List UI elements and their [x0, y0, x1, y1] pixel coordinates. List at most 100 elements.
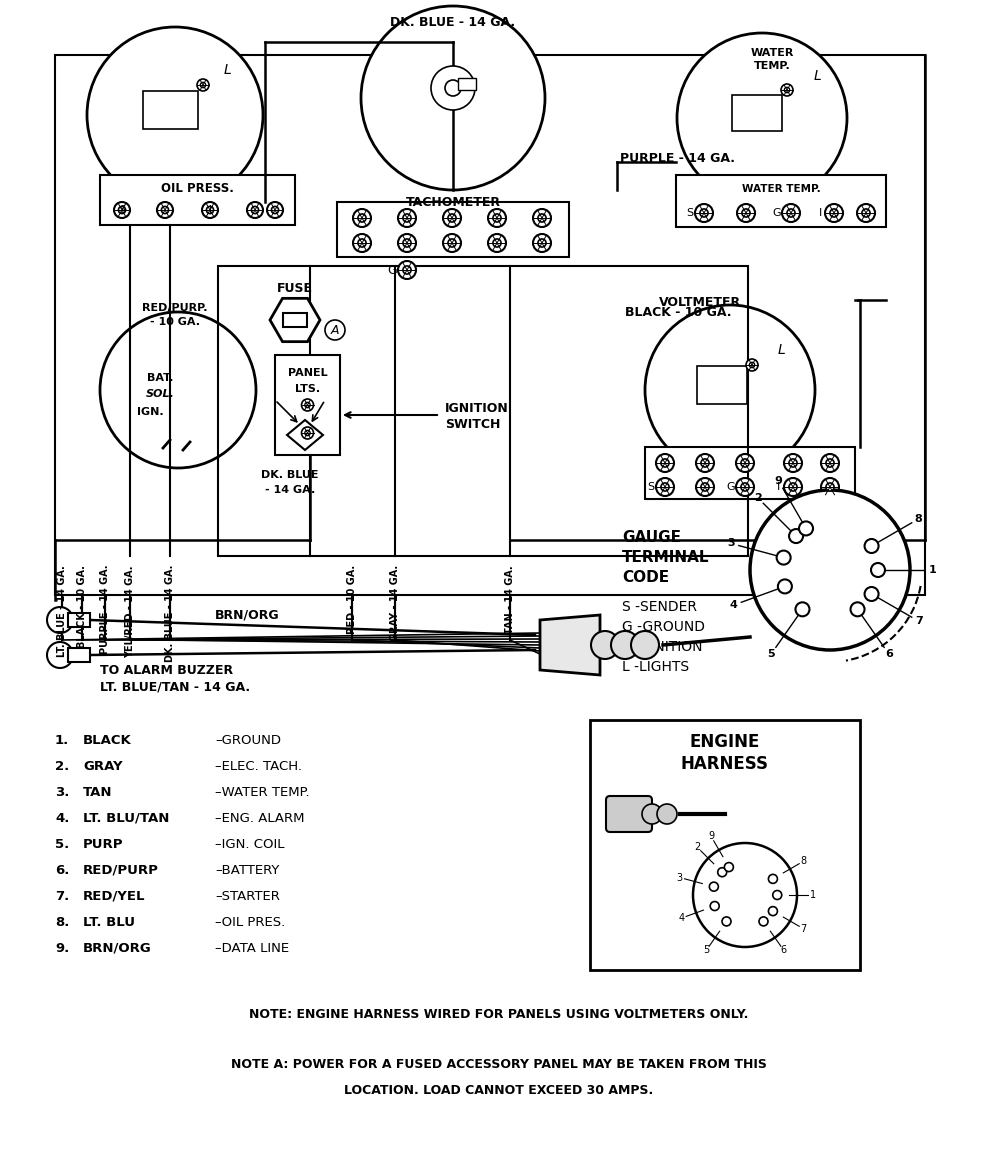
Text: SOL.: SOL. — [146, 389, 175, 399]
Text: 4: 4 — [678, 913, 684, 924]
Circle shape — [403, 238, 411, 247]
Circle shape — [709, 883, 718, 891]
Circle shape — [799, 521, 813, 535]
Circle shape — [302, 427, 314, 440]
Circle shape — [789, 483, 797, 491]
Text: –DATA LINE: –DATA LINE — [215, 941, 289, 955]
Text: I: I — [777, 482, 780, 492]
Circle shape — [443, 209, 461, 227]
Text: –BATTERY: –BATTERY — [215, 864, 280, 877]
Text: BRN/ORG: BRN/ORG — [215, 609, 280, 622]
Circle shape — [826, 483, 834, 491]
Text: FUSE: FUSE — [277, 282, 313, 295]
Text: HARNESS: HARNESS — [681, 755, 769, 773]
Circle shape — [87, 27, 263, 203]
Text: TACHOMETER: TACHOMETER — [406, 195, 500, 208]
Circle shape — [677, 33, 847, 203]
Circle shape — [736, 454, 754, 472]
Circle shape — [353, 234, 371, 253]
Circle shape — [305, 402, 311, 408]
Text: 6.: 6. — [55, 864, 69, 877]
Circle shape — [353, 209, 371, 227]
Circle shape — [784, 88, 789, 92]
Circle shape — [493, 238, 501, 247]
Circle shape — [749, 362, 754, 368]
Circle shape — [443, 234, 461, 253]
Text: TAN - 14 GA.: TAN - 14 GA. — [505, 565, 515, 634]
Circle shape — [696, 478, 714, 496]
Text: G: G — [772, 208, 781, 217]
Circle shape — [864, 539, 878, 553]
Text: 6: 6 — [885, 649, 893, 659]
Text: 4: 4 — [730, 600, 737, 610]
Circle shape — [787, 209, 795, 217]
Circle shape — [47, 642, 73, 667]
Text: BAT.: BAT. — [147, 373, 173, 383]
Text: 9: 9 — [708, 831, 714, 842]
Text: BLACK - 10 GA.: BLACK - 10 GA. — [625, 305, 731, 318]
Text: BLACK: BLACK — [83, 733, 132, 747]
Circle shape — [533, 209, 551, 227]
Circle shape — [724, 863, 733, 872]
Circle shape — [736, 478, 754, 496]
Text: 5: 5 — [767, 649, 775, 659]
Bar — [143, 91, 198, 129]
Text: DK. BLUE - 14 GA.: DK. BLUE - 14 GA. — [391, 15, 515, 28]
Text: L: L — [223, 63, 231, 77]
Circle shape — [361, 6, 545, 191]
Bar — [68, 613, 90, 627]
Polygon shape — [270, 298, 320, 341]
Text: TO ALARM BUZZER: TO ALARM BUZZER — [100, 664, 233, 677]
Text: LTS.: LTS. — [295, 383, 320, 394]
Text: ENGINE: ENGINE — [690, 733, 760, 750]
Circle shape — [862, 209, 870, 217]
Circle shape — [773, 891, 782, 899]
Circle shape — [398, 209, 416, 227]
Text: 2: 2 — [694, 842, 700, 852]
Text: 3: 3 — [676, 872, 682, 883]
Circle shape — [631, 631, 659, 659]
Bar — [100, 175, 295, 224]
Text: 7: 7 — [915, 616, 922, 627]
Bar — [55, 55, 925, 595]
Text: G: G — [726, 482, 735, 492]
Text: L: L — [813, 69, 821, 83]
Circle shape — [305, 430, 311, 436]
Circle shape — [871, 563, 885, 577]
Text: –ELEC. TACH.: –ELEC. TACH. — [215, 760, 302, 773]
Circle shape — [830, 209, 838, 217]
Circle shape — [696, 454, 714, 472]
Circle shape — [821, 478, 839, 496]
Text: IGN.: IGN. — [137, 407, 163, 417]
Circle shape — [776, 551, 790, 565]
Text: TEMP.: TEMP. — [753, 61, 790, 71]
Text: PANEL: PANEL — [288, 368, 328, 378]
Text: LOCATION. LOAD CANNOT EXCEED 30 AMPS.: LOCATION. LOAD CANNOT EXCEED 30 AMPS. — [345, 1084, 653, 1097]
Circle shape — [645, 305, 815, 475]
Circle shape — [741, 459, 749, 468]
Circle shape — [700, 209, 708, 217]
Circle shape — [358, 214, 366, 222]
Bar — [458, 78, 476, 90]
Bar — [645, 447, 855, 499]
Circle shape — [197, 79, 209, 91]
Circle shape — [693, 843, 797, 947]
Circle shape — [201, 82, 206, 88]
Circle shape — [431, 65, 475, 110]
Text: 5: 5 — [703, 946, 709, 955]
FancyBboxPatch shape — [606, 796, 652, 832]
Circle shape — [358, 238, 366, 247]
Text: RED - 10 GA.: RED - 10 GA. — [347, 565, 357, 634]
Circle shape — [488, 234, 506, 253]
Text: PURPLE - 14 GA.: PURPLE - 14 GA. — [100, 565, 110, 655]
Text: DK. BLUE - 14 GA.: DK. BLUE - 14 GA. — [165, 565, 175, 663]
Text: PURPLE - 14 GA.: PURPLE - 14 GA. — [620, 152, 735, 165]
Circle shape — [695, 205, 713, 222]
Text: G -GROUND: G -GROUND — [622, 620, 705, 634]
Text: - 10 GA.: - 10 GA. — [150, 317, 200, 327]
Text: 8: 8 — [915, 514, 922, 524]
Text: –IGN. COIL: –IGN. COIL — [215, 837, 285, 851]
Circle shape — [759, 916, 768, 926]
Circle shape — [272, 207, 279, 214]
Text: 7.: 7. — [55, 890, 69, 902]
